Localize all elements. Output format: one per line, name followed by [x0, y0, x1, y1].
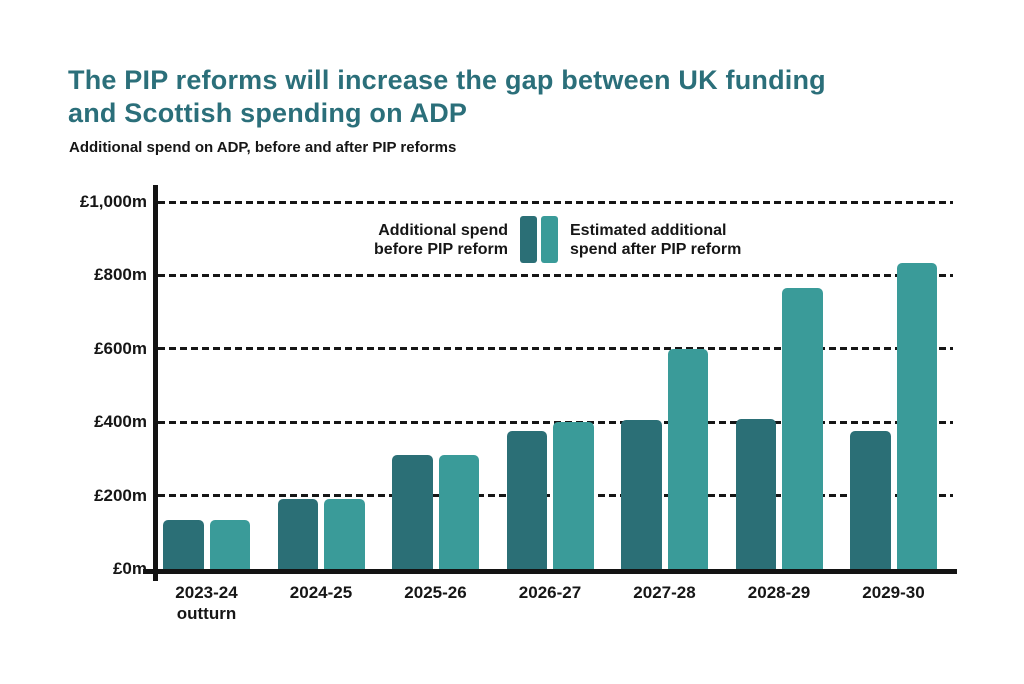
bar-before-2027-28: [621, 420, 662, 569]
chart-title: The PIP reforms will increase the gap be…: [68, 64, 826, 130]
legend: Additional spend before PIP reform Estim…: [365, 216, 741, 263]
bar-group-2028-29: [735, 288, 823, 569]
bar-before-2025-26: [392, 455, 433, 569]
x-tick-label-2025-26: 2025-26: [404, 583, 467, 602]
y-tick-label-1000: £1,000m: [79, 192, 147, 211]
gridline-800: [158, 273, 953, 277]
legend-label-after-line-1: Estimated additional: [570, 221, 727, 239]
y-tick-label-200: £200m: [94, 485, 147, 505]
y-axis-line: [153, 185, 158, 581]
gridline-600: [158, 347, 953, 351]
bar-after-2026-27: [553, 422, 594, 569]
y-tick-label-0: £0m: [112, 559, 147, 578]
x-axis-tick-labels: 2023-24 outturn 2024-25 2025-26 2026-27 2027-…: [158, 582, 953, 624]
y-tick-label-600: £600m: [94, 338, 147, 358]
x-tick-label-2027-28: 2027-28: [633, 583, 696, 602]
legend-label-after-line-2: spend after PIP reform: [570, 240, 742, 258]
bar-after-2029-30: [896, 262, 937, 569]
plot-area: [158, 189, 953, 569]
bar-before-2026-27: [506, 431, 547, 569]
gridline-400: [158, 420, 953, 424]
bar-group-2027-28: [621, 348, 708, 569]
bar-group-2029-30: [850, 262, 937, 569]
bar-before-2028-29: [735, 418, 776, 569]
legend-swatch-before: [520, 216, 537, 263]
bar-group-2025-26: [392, 455, 479, 569]
bar-after-2024-25: [324, 499, 365, 569]
legend-label-before-line-1: Additional spend: [378, 221, 508, 239]
bar-before-2024-25: [277, 499, 318, 569]
x-tick-label-2026-27: 2026-27: [518, 583, 582, 602]
x-axis-line: [143, 569, 957, 574]
legend-swatches: [520, 216, 558, 263]
bar-group-2026-27: [506, 422, 594, 569]
chart-subtitle: Additional spend on ADP, before and afte…: [69, 139, 457, 156]
legend-label-before: Additional spend before PIP reform: [365, 221, 508, 259]
x-tick-label-2029-30: 2029-30: [862, 583, 925, 602]
y-tick-label-800: £800m: [94, 265, 147, 285]
x-tick-label-2023-24-outturn: 2023-24 outturn: [175, 583, 238, 623]
gridline-1000: [158, 200, 953, 204]
legend-label-before-line-2: before PIP reform: [374, 240, 508, 258]
chart-title-line-2: and Scottish spending on ADP: [68, 98, 468, 128]
legend-swatch-after: [541, 216, 558, 263]
bar-after-2023-24-outturn: [209, 519, 250, 569]
x-tick-label-2028-29: 2028-29: [747, 583, 811, 602]
chart-title-line-1: The PIP reforms will increase the gap be…: [68, 65, 826, 95]
bar-after-2027-28: [667, 348, 708, 569]
bar-before-2023-24-outturn: [163, 519, 204, 569]
x-tick-label-2024-25: 2024-25: [289, 583, 353, 602]
y-tick-label-400: £400m: [94, 412, 147, 432]
bar-before-2029-30: [850, 431, 891, 569]
bar-group-2024-25: [277, 499, 365, 569]
bar-group-2023-24-outturn: [163, 519, 250, 569]
legend-label-after: Estimated additional spend after PIP ref…: [570, 221, 741, 259]
bar-after-2025-26: [438, 455, 479, 569]
bar-after-2028-29: [782, 288, 823, 569]
